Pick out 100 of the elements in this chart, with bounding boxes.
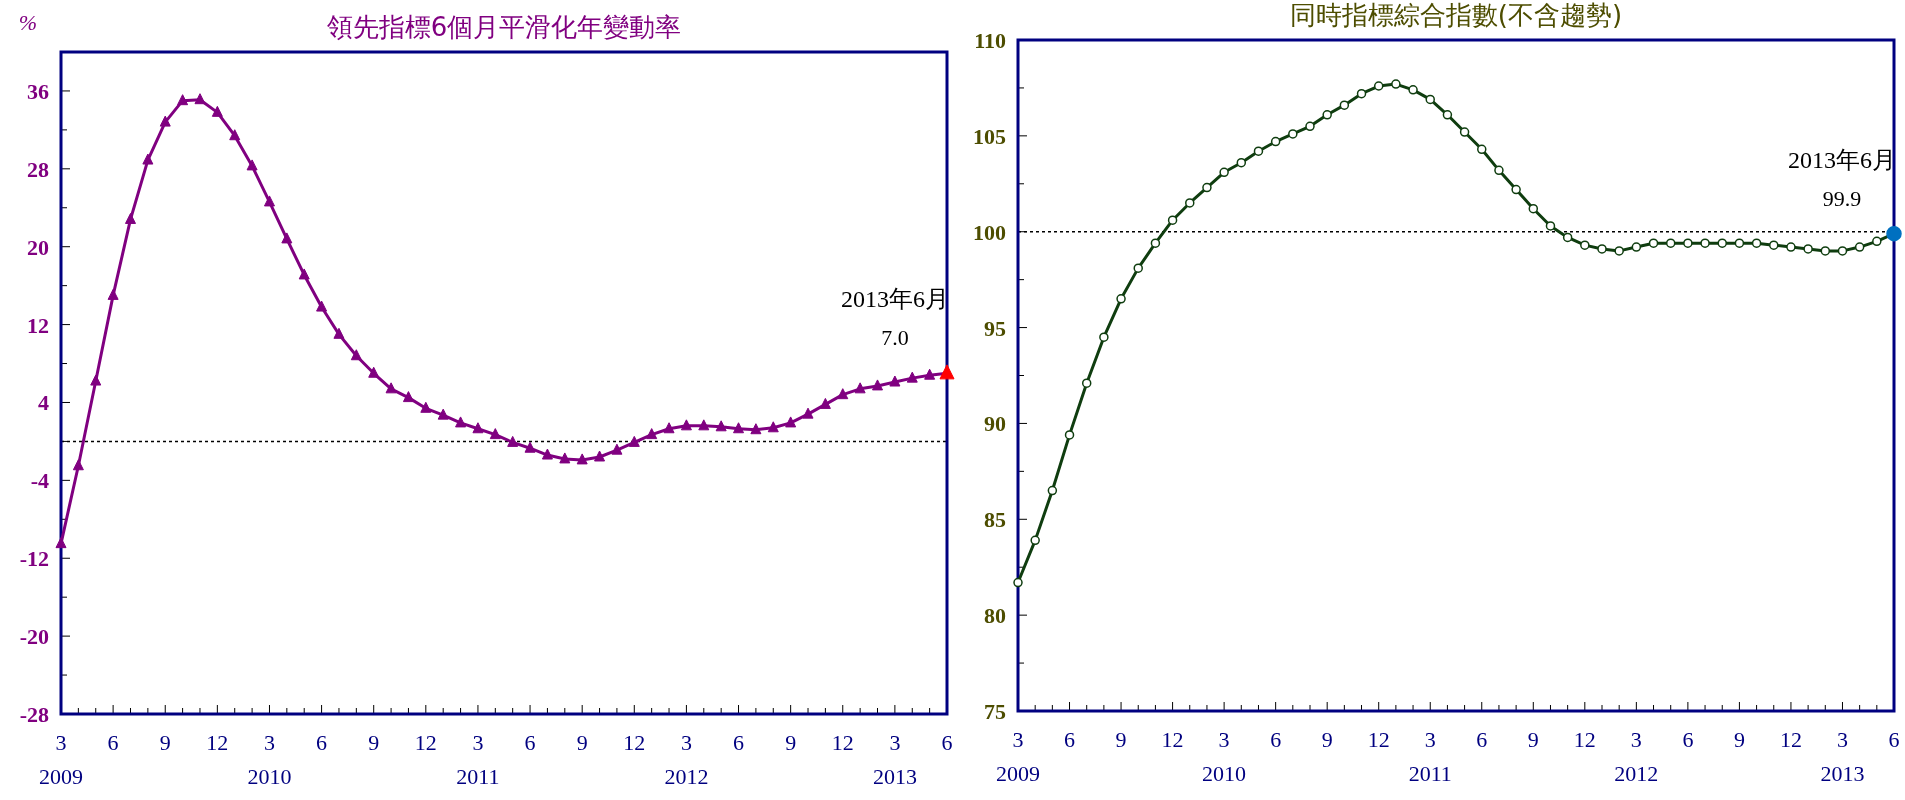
point	[576, 453, 588, 465]
y-axis-title: %	[18, 10, 38, 35]
point	[246, 159, 258, 171]
point	[402, 391, 414, 403]
y-tick-label: 12	[27, 312, 49, 338]
y-tick-label: 110	[974, 28, 1006, 53]
x-tick-label: 6	[1064, 727, 1076, 752]
point	[437, 408, 449, 420]
point	[1597, 244, 1607, 254]
point	[663, 422, 675, 434]
point	[1408, 85, 1418, 95]
point	[646, 428, 658, 440]
x-tick-label: 6	[941, 730, 953, 755]
point	[1511, 184, 1521, 195]
point	[872, 379, 884, 391]
point	[1322, 110, 1332, 120]
x-tick-label: 12	[1161, 727, 1184, 752]
point	[750, 423, 762, 435]
x-tick-label: 3 2013	[872, 730, 917, 790]
y-tick-label: 85	[984, 507, 1006, 533]
x-tick-label: 9	[1733, 727, 1745, 752]
point	[1442, 110, 1453, 120]
point	[924, 368, 936, 380]
y-tick-label: -28	[19, 702, 49, 727]
point	[1665, 238, 1676, 248]
point	[142, 153, 154, 165]
y-tick-label: 20	[27, 234, 49, 260]
point	[698, 419, 710, 431]
point	[420, 401, 432, 413]
y-tick-label: 4	[38, 390, 49, 416]
x-tick-label: 9	[576, 730, 588, 755]
point	[1064, 430, 1075, 440]
point	[854, 382, 866, 394]
point	[1837, 246, 1848, 256]
point	[1562, 232, 1573, 243]
point	[489, 428, 501, 440]
y-tick-label: 36	[27, 78, 49, 104]
point	[1494, 165, 1504, 176]
y-tick-label: 80	[984, 603, 1006, 629]
point	[368, 366, 380, 378]
point	[1030, 535, 1040, 546]
point	[72, 459, 84, 471]
x-tick-label: 9	[1115, 727, 1127, 752]
point	[1614, 246, 1624, 256]
point	[472, 422, 484, 434]
x-tick-label: 3 2010	[247, 730, 292, 790]
chart-title: 同時指標綜合指數(不含趨勢)	[1289, 0, 1623, 30]
point	[350, 349, 362, 361]
x-tick-label: 6	[316, 730, 328, 755]
point	[1854, 242, 1865, 252]
point	[680, 419, 692, 431]
x-tick-label: 6	[1682, 727, 1694, 752]
x-tick-label: 3 2012	[664, 730, 709, 790]
x-tick-label: 6	[1270, 727, 1282, 752]
y-tick-label: -4	[30, 468, 49, 494]
y-tick-label: 95	[984, 315, 1006, 341]
x-tick-label: 9	[159, 730, 171, 755]
x-tick-label: 12	[1779, 727, 1802, 752]
point	[837, 388, 849, 400]
point	[298, 268, 310, 280]
point	[1339, 100, 1350, 110]
x-tick-label: 12	[206, 730, 229, 755]
point	[1219, 167, 1229, 178]
point	[889, 375, 901, 387]
point	[177, 94, 189, 106]
point	[1305, 121, 1315, 132]
point	[541, 448, 553, 460]
x-tick-label: 3 2013	[1820, 727, 1865, 787]
point	[107, 288, 119, 300]
point	[229, 129, 241, 141]
point	[1477, 144, 1487, 155]
point	[1116, 294, 1126, 304]
point	[819, 397, 831, 409]
point	[1270, 136, 1281, 147]
y-tick-label: 100	[973, 219, 1006, 245]
x-tick-label: 6	[524, 730, 536, 755]
y-tick-label: 105	[973, 123, 1006, 149]
point	[1751, 238, 1762, 248]
x-tick-label: 3 2010	[1202, 727, 1247, 787]
point	[733, 422, 745, 434]
point	[1356, 88, 1367, 99]
point	[455, 416, 467, 428]
point	[1081, 378, 1092, 388]
point	[1202, 182, 1212, 193]
data-label: 7.0	[881, 325, 909, 351]
point	[211, 105, 223, 117]
point	[194, 93, 206, 105]
point	[1253, 146, 1264, 156]
point	[715, 420, 727, 432]
y-tick-label: 75	[984, 699, 1006, 724]
point	[524, 441, 536, 453]
x-tick-label: 12	[623, 730, 646, 755]
point	[1288, 129, 1298, 139]
point	[785, 416, 797, 428]
point	[1185, 198, 1195, 208]
point	[1734, 238, 1745, 248]
point	[1528, 203, 1539, 214]
point	[1631, 242, 1642, 252]
y-tick-label: -12	[19, 546, 49, 572]
point	[1820, 246, 1831, 256]
